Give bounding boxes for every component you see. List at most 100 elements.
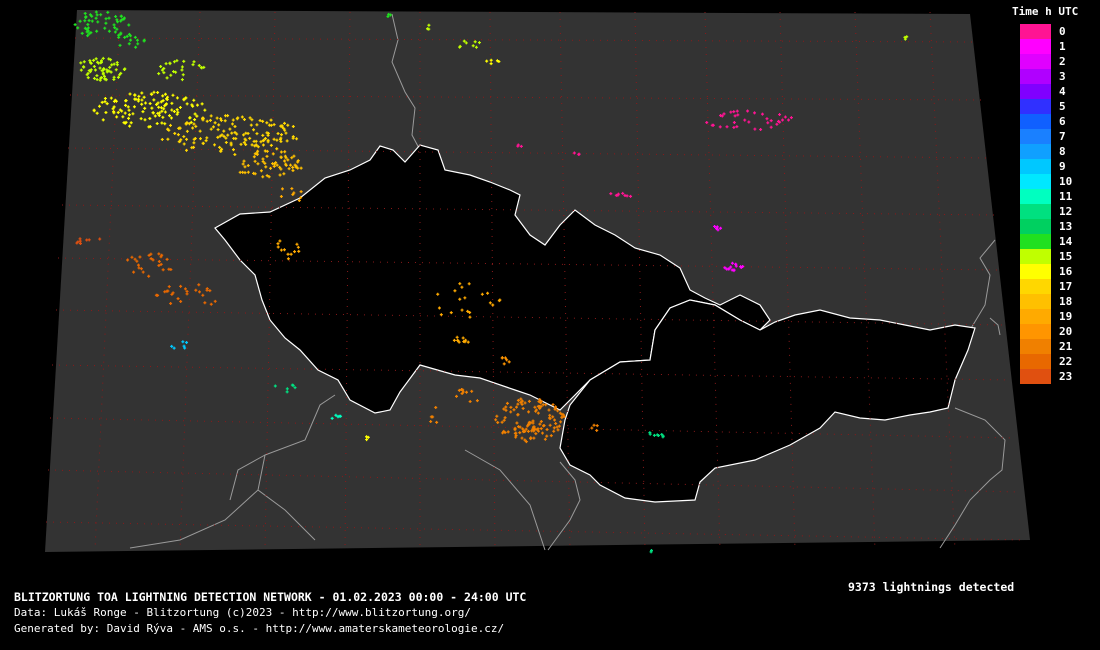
strike-marker (156, 101, 160, 105)
strike-marker (84, 15, 88, 19)
strike-marker (506, 430, 510, 434)
strike-marker (243, 165, 247, 169)
strike-marker (109, 96, 113, 100)
strike-marker (127, 23, 131, 27)
strike-marker (142, 95, 146, 99)
strike-marker (248, 136, 252, 140)
strike-marker (231, 148, 235, 152)
strike-marker (151, 258, 155, 262)
strike-marker (172, 70, 176, 74)
legend-hour-label: 21 (1059, 340, 1073, 353)
strike-marker (548, 423, 552, 427)
strike-marker (543, 437, 547, 441)
strike-marker (118, 73, 122, 77)
strike-marker (112, 110, 116, 114)
strike-marker (99, 13, 103, 17)
strike-marker (128, 124, 132, 128)
legend-hour-label: 19 (1059, 310, 1073, 323)
strike-marker (246, 170, 250, 174)
strike-marker (182, 135, 186, 139)
strike-marker (276, 245, 280, 249)
strike-marker (185, 129, 189, 133)
strike-marker (713, 224, 717, 228)
strike-marker (532, 425, 536, 429)
strike-marker (80, 31, 84, 35)
strike-marker (178, 126, 182, 130)
strike-marker (241, 162, 245, 166)
strike-marker (453, 289, 457, 293)
strike-marker (176, 297, 180, 301)
strike-marker (157, 260, 161, 264)
strike-marker (460, 285, 464, 289)
strike-marker (162, 71, 166, 75)
lightning-count: 9373 lightnings detected (848, 580, 1015, 594)
strike-marker (503, 356, 507, 360)
strike-marker (124, 99, 128, 103)
strike-marker (263, 161, 267, 165)
strike-marker (223, 119, 227, 123)
strike-marker (209, 127, 213, 131)
strike-marker (524, 440, 528, 444)
strike-marker (159, 106, 163, 110)
strike-marker (265, 149, 269, 153)
strike-marker (282, 248, 286, 252)
strike-marker (903, 35, 907, 39)
strike-marker (552, 426, 556, 430)
strike-marker (76, 26, 80, 30)
strike-marker (98, 66, 102, 70)
strike-marker (439, 313, 443, 317)
strike-marker (85, 238, 89, 242)
strike-marker (169, 73, 173, 77)
legend-row-hour-20: 20 (1020, 324, 1072, 339)
strike-marker (705, 120, 709, 124)
strike-marker (536, 411, 540, 415)
strike-marker (783, 115, 787, 119)
strike-marker (230, 131, 234, 135)
strike-marker (548, 413, 552, 417)
legend-swatch (1020, 234, 1051, 249)
strike-marker (743, 118, 747, 122)
strike-marker (730, 268, 734, 272)
strike-marker (198, 290, 202, 294)
legend-row-hour-11: 11 (1020, 189, 1072, 204)
strike-marker (284, 131, 288, 135)
strike-marker (152, 98, 156, 102)
strike-marker (736, 113, 740, 117)
strike-marker (83, 11, 87, 15)
strike-marker (112, 105, 116, 109)
strike-marker (532, 429, 536, 433)
strike-marker (538, 422, 542, 426)
strike-marker (458, 45, 462, 49)
strike-marker (176, 133, 180, 137)
strike-marker (159, 65, 163, 69)
legend-hour-label: 12 (1059, 205, 1073, 218)
strike-marker (515, 421, 519, 425)
strike-marker (753, 127, 757, 131)
strike-marker (533, 405, 537, 409)
strike-marker (521, 427, 525, 431)
czech-republic (214, 144, 771, 414)
legend-swatch (1020, 204, 1051, 219)
strike-marker (464, 338, 468, 342)
strike-marker (468, 315, 472, 319)
strike-marker (256, 162, 260, 166)
strike-marker (94, 16, 98, 20)
strike-marker (291, 168, 295, 172)
strike-marker (193, 118, 197, 122)
strike-marker (753, 111, 757, 115)
strike-marker (458, 297, 462, 301)
strike-marker (163, 122, 167, 126)
strike-marker (226, 133, 230, 137)
strike-marker (505, 401, 509, 405)
strike-marker (455, 394, 458, 398)
strike-marker (252, 155, 256, 159)
strike-marker (169, 302, 173, 306)
legend-row-hour-8: 8 (1020, 144, 1072, 159)
strike-marker (194, 288, 198, 292)
strike-marker (500, 356, 504, 360)
strike-marker (92, 65, 96, 69)
strike-marker (551, 415, 555, 419)
strike-marker (201, 117, 205, 121)
strike-marker (729, 110, 733, 114)
strike-marker (547, 416, 551, 420)
